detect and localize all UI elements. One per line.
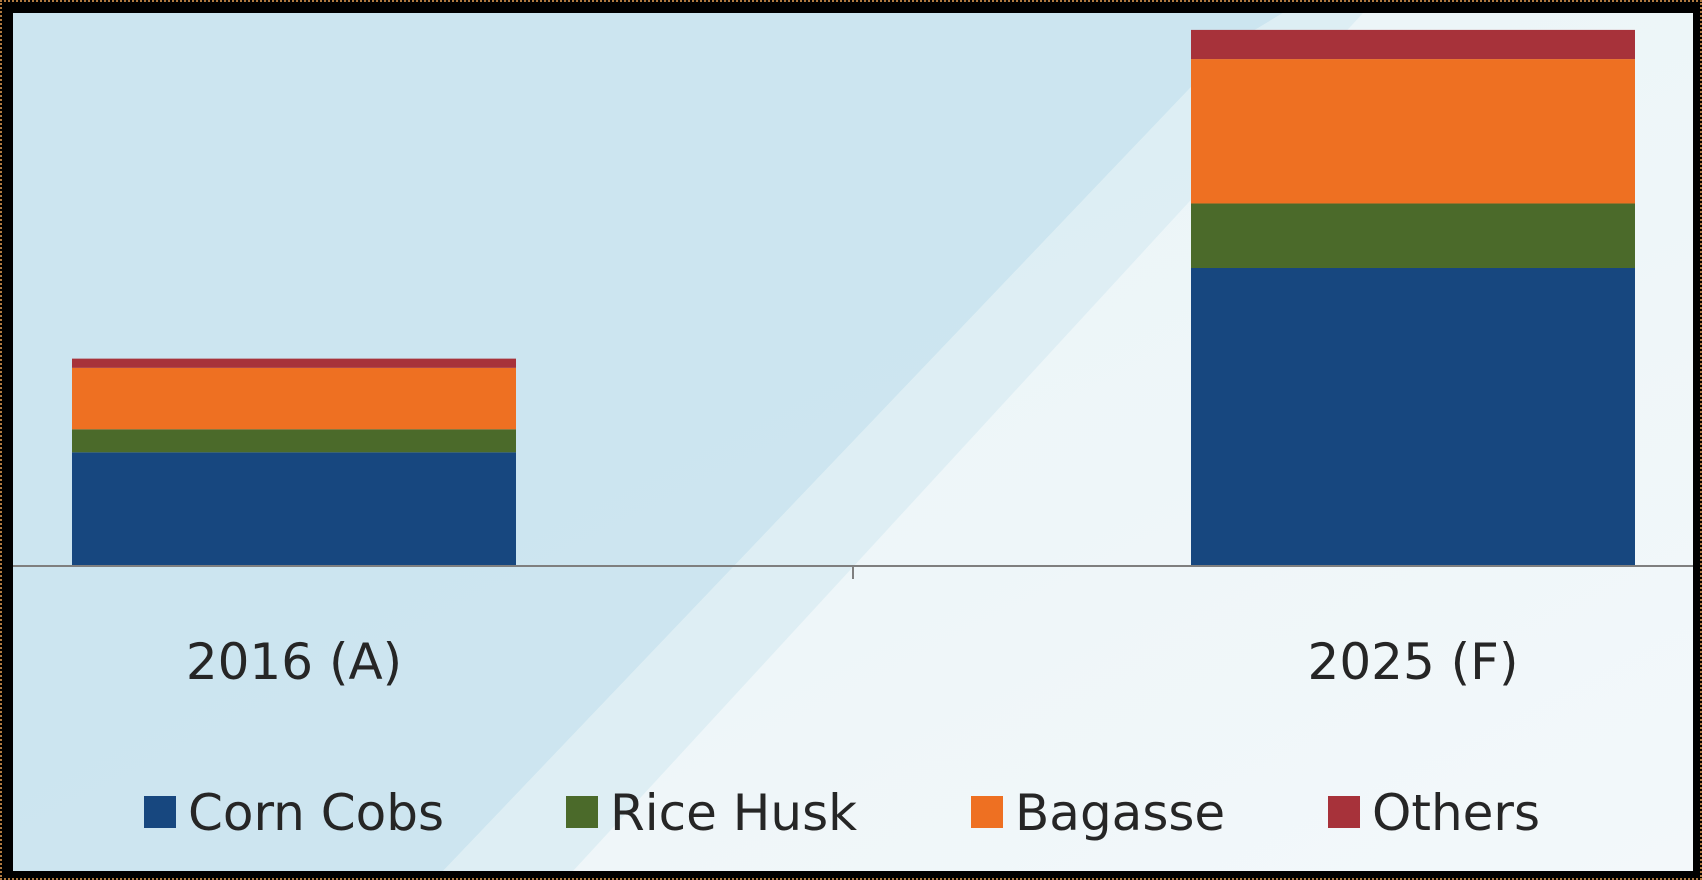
legend-label-others: Others xyxy=(1372,784,1540,842)
legend-label-rice-husk: Rice Husk xyxy=(610,784,857,842)
legend-label-corn-cobs: Corn Cobs xyxy=(188,784,444,842)
bar-2025-f-corn-cobs xyxy=(1191,267,1635,566)
bar-2025-f-others xyxy=(1191,29,1635,60)
bar-group xyxy=(72,29,1635,566)
bar-2016-a-corn-cobs xyxy=(72,452,516,566)
bar-2016-a-bagasse xyxy=(72,367,516,430)
legend: Corn Cobs Rice Husk Bagasse Others xyxy=(144,784,1540,842)
bar-2025-f-rice-husk xyxy=(1191,203,1635,268)
background-diagonal-band xyxy=(13,13,1283,871)
bar-2016-a-others xyxy=(72,358,516,368)
background-diagonal-band-soft xyxy=(443,13,1363,871)
legend-swatch-others xyxy=(1328,796,1360,828)
legend-swatch-bagasse xyxy=(971,796,1003,828)
legend-swatch-corn-cobs xyxy=(144,796,176,828)
legend-label-bagasse: Bagasse xyxy=(1015,784,1225,842)
chart: 2016 (A) 2025 (F) Corn Cobs Rice Husk Ba… xyxy=(13,13,1693,871)
bar-2025-f-bagasse xyxy=(1191,59,1635,204)
legend-swatch-rice-husk xyxy=(566,796,598,828)
bar-2016-a-rice-husk xyxy=(72,429,516,453)
x-tick-label-2016: 2016 (A) xyxy=(186,633,402,691)
x-tick-label-2025: 2025 (F) xyxy=(1308,633,1519,691)
